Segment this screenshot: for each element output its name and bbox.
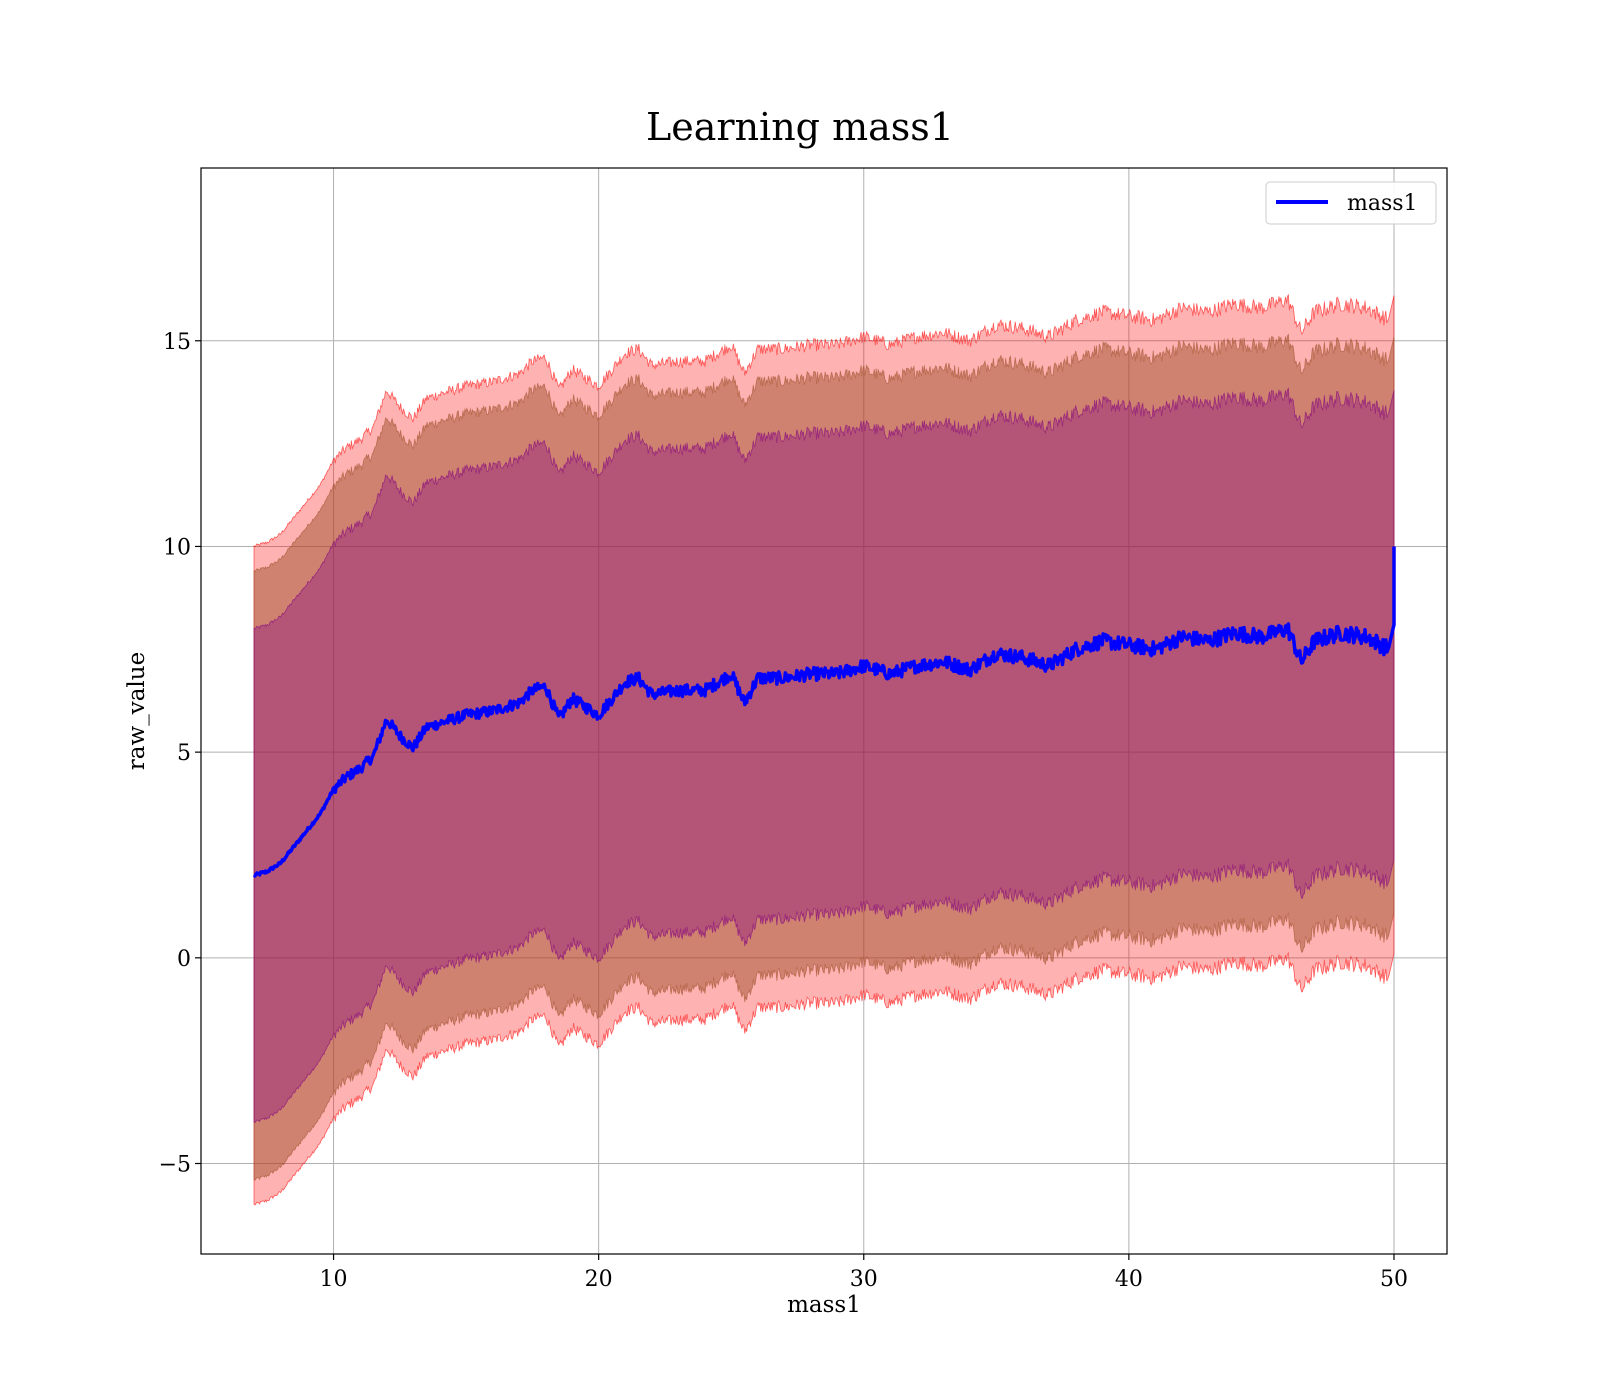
x-tick-label-40: 40 bbox=[1115, 1267, 1143, 1292]
y-axis-label: raw_value bbox=[124, 652, 150, 770]
x-axis: 10 20 30 40 50 bbox=[320, 1254, 1408, 1292]
y-tick-label-5: 5 bbox=[177, 741, 191, 766]
y-axis: −5 0 5 10 15 bbox=[159, 330, 201, 1178]
y-tick-label-10: 10 bbox=[163, 535, 191, 560]
y-tick-label--5: −5 bbox=[159, 1153, 191, 1178]
band-middle bbox=[253, 333, 1395, 1181]
x-axis-label: mass1 bbox=[787, 1292, 861, 1318]
x-tick-label-50: 50 bbox=[1380, 1267, 1408, 1292]
x-tick-label-20: 20 bbox=[585, 1267, 613, 1292]
plot-frame bbox=[200, 167, 1448, 1255]
x-tick-label-10: 10 bbox=[320, 1267, 348, 1292]
legend: mass1 bbox=[1265, 181, 1437, 225]
legend-box bbox=[1265, 181, 1437, 225]
series-line-mass1 bbox=[252, 546, 1396, 878]
y-tick-label-0: 0 bbox=[177, 947, 191, 972]
chart-title: Learning mass1 bbox=[646, 105, 954, 149]
x-tick-label-30: 30 bbox=[850, 1267, 878, 1292]
legend-entry-mass1: mass1 bbox=[1347, 191, 1418, 216]
y-tick-label-15: 15 bbox=[163, 330, 191, 355]
series bbox=[252, 546, 1396, 878]
bands bbox=[253, 293, 1395, 1206]
band-inner bbox=[253, 387, 1395, 1124]
